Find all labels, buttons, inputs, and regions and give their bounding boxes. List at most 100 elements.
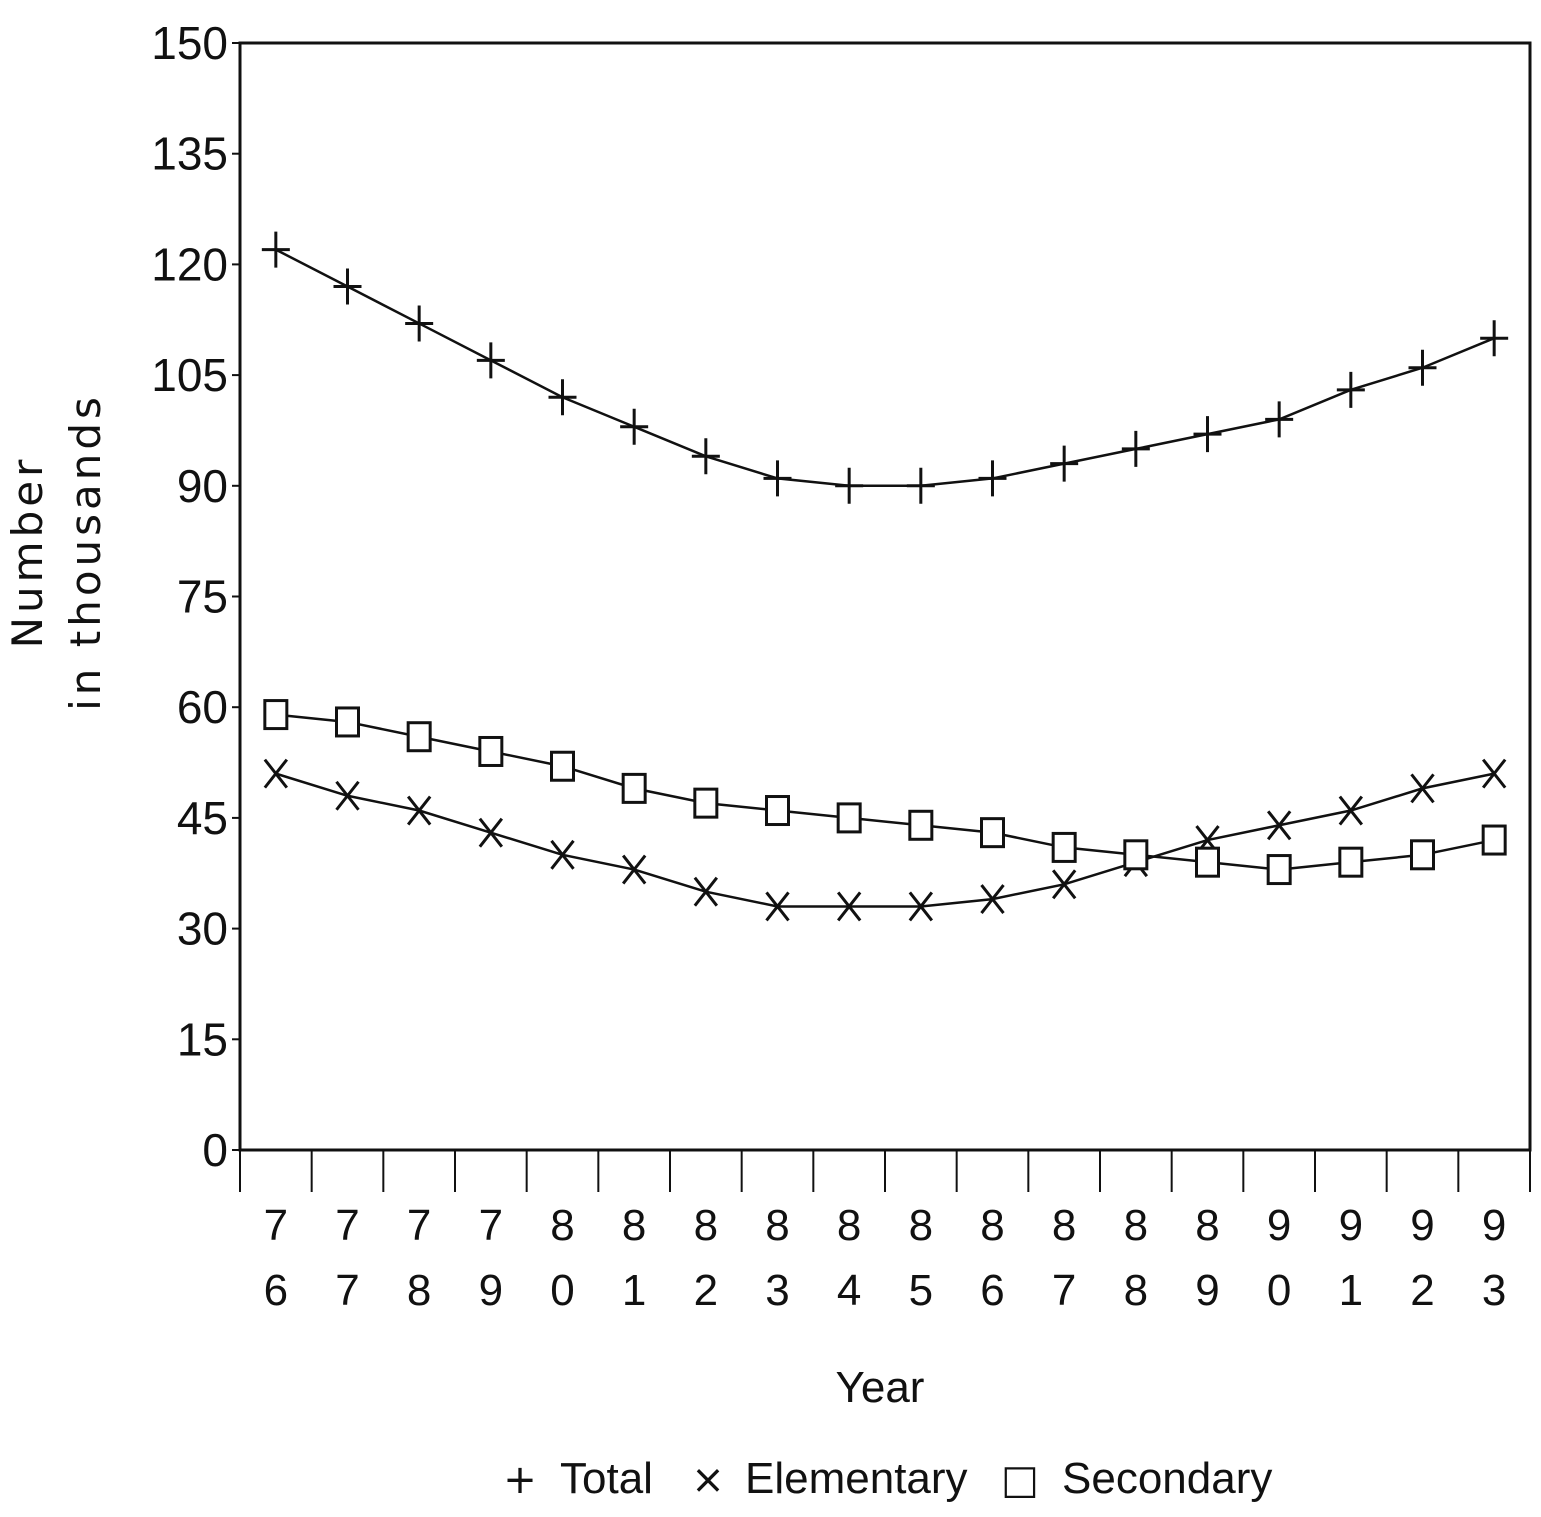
legend-marker-elementary: × (691, 1457, 725, 1503)
y-tick-label: 45 (177, 792, 228, 844)
x-tick-label-bottom: 8 (407, 1266, 431, 1315)
point-elementary (836, 891, 862, 922)
point-secondary (406, 721, 432, 753)
x-tick-label-bottom: 6 (980, 1266, 1004, 1315)
x-tick-label-bottom: 7 (1052, 1266, 1076, 1315)
legend-marker-total: + (503, 1457, 537, 1503)
point-total (691, 438, 720, 475)
legend-label-secondary: Secondary (1062, 1454, 1272, 1503)
point-secondary (335, 706, 360, 738)
x-tick-label-top: 8 (550, 1201, 574, 1250)
point-total (835, 467, 864, 504)
y-tick-label: 30 (177, 903, 228, 955)
point-secondary (1123, 839, 1149, 871)
point-secondary (836, 802, 862, 834)
point-total (906, 467, 935, 504)
point-elementary (1338, 795, 1364, 826)
point-total (763, 460, 792, 497)
legend-marker-secondary: □ (1001, 1457, 1039, 1503)
y-tick-label: 105 (151, 349, 228, 401)
point-elementary (1410, 773, 1435, 804)
point-secondary (693, 787, 719, 819)
point-secondary (1195, 846, 1220, 878)
x-tick-label-top: 7 (335, 1201, 359, 1250)
point-total (1121, 430, 1150, 467)
y-tick-label: 15 (177, 1013, 228, 1065)
x-tick-label-top: 9 (1410, 1201, 1434, 1250)
legend-label-total: Total (560, 1454, 653, 1503)
y-tick-label: 75 (177, 571, 228, 623)
point-secondary (621, 772, 647, 804)
point-total (261, 231, 290, 268)
x-tick-label-top: 8 (694, 1201, 718, 1250)
point-total (1050, 445, 1079, 482)
x-tick-label-bottom: 3 (765, 1266, 789, 1315)
point-total (978, 460, 1007, 497)
x-tick-label-bottom: 9 (479, 1266, 503, 1315)
point-elementary (1481, 758, 1507, 789)
point-elementary (406, 795, 432, 826)
x-tick-label-bottom: 8 (1124, 1266, 1148, 1315)
x-tick-label-bottom: 1 (622, 1266, 646, 1315)
point-total (405, 305, 434, 342)
x-tick-label-top: 8 (622, 1201, 646, 1250)
x-tick-label-bottom: 2 (694, 1266, 718, 1315)
legend: + Total × Elementary □ Secondary (503, 1454, 1272, 1503)
series-elementary (263, 758, 1507, 922)
x-tick-label-bottom: 0 (550, 1266, 574, 1315)
point-secondary (1338, 846, 1364, 878)
legend-label-elementary: Elementary (745, 1454, 968, 1503)
x-tick-label-bottom: 0 (1267, 1266, 1291, 1315)
x-tick-label-bottom: 6 (264, 1266, 288, 1315)
x-tick-label-top: 8 (765, 1201, 789, 1250)
point-secondary (478, 735, 504, 767)
x-tick-label-top: 8 (909, 1201, 933, 1250)
x-tick-label-top: 9 (1267, 1201, 1291, 1250)
x-tick-label-top: 7 (479, 1201, 503, 1250)
point-elementary (550, 839, 575, 870)
x-tick-label-bottom: 5 (909, 1266, 933, 1315)
point-secondary (550, 750, 575, 782)
x-tick-label-top: 8 (1052, 1201, 1076, 1250)
y-axis-title-line1: Number (3, 456, 52, 649)
point-elementary (1051, 869, 1077, 900)
series-total (261, 231, 1509, 504)
x-tick-label-bottom: 2 (1410, 1266, 1434, 1315)
point-elementary (335, 780, 360, 811)
point-total (1408, 349, 1437, 386)
point-total (1193, 416, 1222, 453)
x-tick-label-top: 8 (837, 1201, 861, 1250)
x-tick-label-top: 9 (1482, 1201, 1506, 1250)
point-total (333, 268, 362, 305)
x-tick-label-top: 8 (980, 1201, 1004, 1250)
y-axis-title-line2: in thousands (61, 393, 110, 711)
x-tick-label-bottom: 9 (1195, 1266, 1219, 1315)
x-tick-label-bottom: 3 (1482, 1266, 1506, 1315)
point-total (476, 342, 505, 379)
x-axis-title: Year (836, 1363, 925, 1412)
point-elementary (263, 758, 289, 789)
point-elementary (980, 884, 1005, 915)
x-tick-label-top: 8 (1195, 1201, 1219, 1250)
series-layer (261, 231, 1509, 922)
point-secondary (1481, 824, 1507, 856)
y-tick-label: 0 (202, 1124, 228, 1176)
x-tick-label-bottom: 7 (335, 1266, 359, 1315)
x-tick-label-top: 9 (1339, 1201, 1363, 1250)
plot-area-border (238, 41, 1532, 1152)
point-secondary (1266, 854, 1292, 886)
point-secondary (1051, 831, 1077, 863)
point-total (1336, 371, 1365, 408)
point-elementary (621, 854, 647, 885)
point-secondary (1410, 839, 1435, 871)
point-elementary (693, 876, 719, 907)
series-secondary (263, 699, 1507, 886)
point-secondary (908, 809, 934, 841)
x-tick-label-top: 7 (264, 1201, 288, 1250)
y-tick-label: 60 (177, 681, 228, 733)
y-axis: 0 15 30 45 60 75 90 105 120 135 150 (151, 17, 240, 1176)
y-axis-title: Number in thousands (3, 393, 110, 711)
point-elementary (765, 891, 790, 922)
